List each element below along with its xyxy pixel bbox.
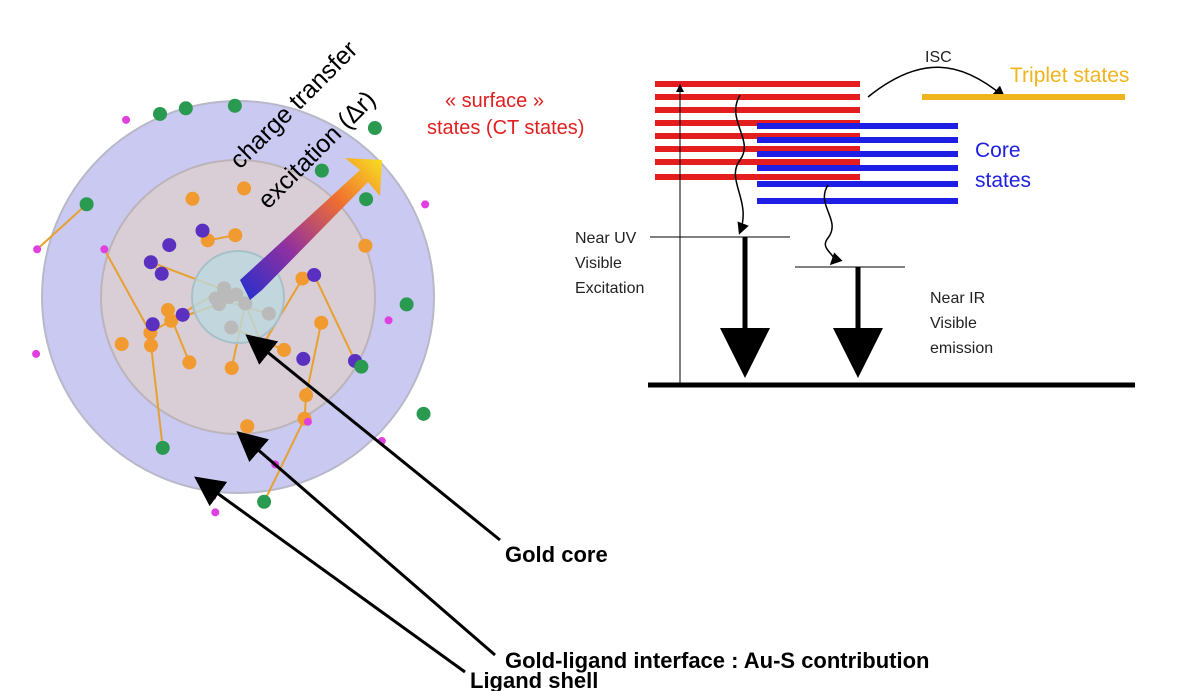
atom <box>367 121 382 136</box>
emission-label: Near IR <box>930 290 985 307</box>
atom <box>122 115 131 124</box>
atom <box>154 266 169 281</box>
atom <box>153 106 168 121</box>
atom <box>182 355 197 370</box>
atom <box>178 101 193 116</box>
legend: Gold core Gold-ligand interface : Au-S c… <box>194 334 930 691</box>
pointer <box>245 334 501 542</box>
atom <box>114 337 129 352</box>
atom <box>228 228 243 243</box>
ligand-shell-label: Ligand shell <box>470 668 598 691</box>
excitation-label: Visible <box>575 255 622 272</box>
atom <box>144 338 159 353</box>
atom <box>314 163 329 178</box>
atom <box>32 349 41 358</box>
atom <box>257 494 272 509</box>
atom <box>307 267 322 282</box>
isc-label: ISC <box>925 49 952 66</box>
atom <box>303 417 312 426</box>
pointer <box>236 431 496 657</box>
cluster: charge transfer excitation (Δr) <box>32 36 435 517</box>
atom <box>399 297 414 312</box>
emission-label: emission <box>930 340 993 357</box>
bond <box>263 418 306 503</box>
atom <box>277 342 292 357</box>
atom <box>227 98 242 113</box>
atom <box>79 197 94 212</box>
atom <box>384 316 393 325</box>
atom <box>358 238 373 253</box>
atom <box>296 351 311 366</box>
atom <box>160 303 175 318</box>
triplet-label: Triplet states <box>1010 64 1129 87</box>
energy-diagram: « surface » states (CT states) ISC Tripl… <box>427 49 1135 388</box>
atom <box>354 359 369 374</box>
bond <box>305 322 323 396</box>
atom <box>162 238 177 253</box>
emission-label: Visible <box>930 315 977 332</box>
atom <box>33 245 42 254</box>
atom <box>145 317 160 332</box>
ct-arrow <box>240 158 382 300</box>
bond <box>150 345 164 448</box>
atom <box>237 181 252 196</box>
relaxation <box>823 184 843 266</box>
atom <box>143 255 158 270</box>
atom <box>240 419 255 434</box>
atom <box>185 191 200 206</box>
pointer <box>194 476 466 674</box>
atom <box>359 192 374 207</box>
atom <box>208 492 217 501</box>
atom <box>295 271 310 286</box>
core-label: states <box>975 169 1031 192</box>
excitation-label: Near UV <box>575 230 637 247</box>
interface-label: Gold-ligand interface : Au-S contributio… <box>505 648 930 673</box>
atom <box>416 406 431 421</box>
atom <box>421 200 430 209</box>
bond <box>103 248 152 334</box>
bond <box>36 203 88 251</box>
atom <box>100 245 109 254</box>
surface-label: states (CT states) <box>427 117 584 139</box>
atom <box>314 315 329 330</box>
atom <box>224 361 239 376</box>
relaxation <box>734 94 749 235</box>
atom <box>195 223 210 238</box>
atom <box>155 440 170 455</box>
atom <box>175 307 190 322</box>
core-label: Core <box>975 139 1021 162</box>
isc-arrow <box>867 66 1006 98</box>
atom <box>299 388 314 403</box>
excitation-label: Excitation <box>575 280 644 297</box>
gold-core-label: Gold core <box>505 542 608 567</box>
atom <box>164 313 179 328</box>
atom <box>211 508 220 517</box>
surface-label: « surface » <box>445 90 544 112</box>
bond <box>313 274 356 362</box>
